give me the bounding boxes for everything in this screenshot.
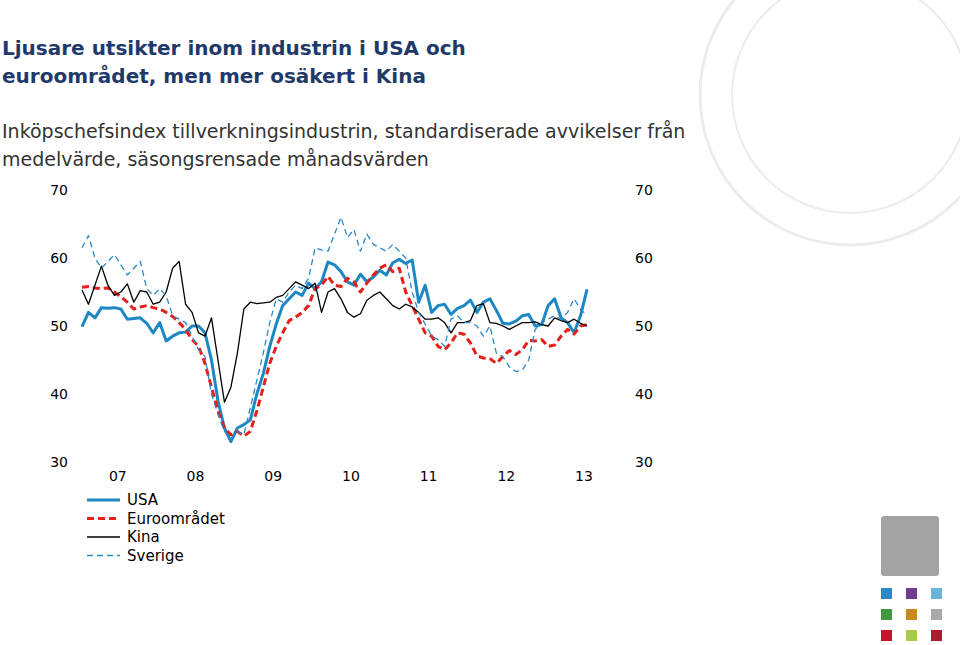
y-tick-label: 50 bbox=[635, 318, 653, 334]
logo-square bbox=[931, 588, 942, 599]
subtitle: Inköpschefsindex tillverkningsindustrin,… bbox=[2, 117, 722, 173]
logo-square bbox=[931, 630, 942, 641]
title: Ljusare utsikter inom industrin i USA oc… bbox=[2, 34, 562, 90]
logo-square bbox=[881, 609, 892, 620]
series-line bbox=[82, 261, 587, 402]
watermark bbox=[700, 0, 960, 245]
y-tick-label: 60 bbox=[50, 250, 68, 266]
legend-label: Kina bbox=[127, 528, 160, 546]
y-tick-label: 70 bbox=[635, 182, 653, 198]
legend-swatch bbox=[87, 536, 120, 537]
watermark bbox=[732, 0, 960, 213]
y-tick-label: 30 bbox=[50, 454, 68, 470]
legend-swatch bbox=[87, 499, 120, 502]
axes: 30 30 40 40 50 50 60 60 70 70 07 08 09 10 11 12 13 bbox=[50, 182, 653, 484]
x-tick-label: 07 bbox=[109, 468, 127, 484]
x-tick-label: 11 bbox=[420, 468, 438, 484]
y-tick-label: 30 bbox=[635, 454, 653, 470]
x-tick-label: 12 bbox=[497, 468, 515, 484]
logo-square bbox=[906, 588, 917, 599]
x-tick-label: 08 bbox=[187, 468, 205, 484]
legend-label: Euroområdet bbox=[127, 510, 225, 528]
y-tick-label: 50 bbox=[50, 318, 68, 334]
y-tick-label: 70 bbox=[50, 182, 68, 198]
y-tick-label: 40 bbox=[635, 386, 653, 402]
logo-square bbox=[881, 630, 892, 641]
legend-label: USA bbox=[127, 491, 159, 509]
x-tick-label: 09 bbox=[264, 468, 282, 484]
legend: USAEuroområdetKinaSverige bbox=[87, 491, 225, 565]
legend-label: Sverige bbox=[127, 547, 184, 565]
series-line bbox=[82, 259, 587, 441]
logo-square bbox=[906, 630, 917, 641]
x-tick-label: 13 bbox=[575, 468, 593, 484]
series-line bbox=[82, 217, 587, 439]
chart: 30 30 40 40 50 50 60 60 70 70 07 08 09 10 11 12 13 USAEur… bbox=[0, 0, 960, 645]
logo bbox=[881, 516, 939, 576]
x-tick-label: 10 bbox=[342, 468, 360, 484]
legend-swatch bbox=[87, 555, 120, 556]
decoration bbox=[700, 0, 960, 641]
y-tick-label: 60 bbox=[635, 250, 653, 266]
logo-square bbox=[881, 588, 892, 599]
y-tick-label: 40 bbox=[50, 386, 68, 402]
plot-area bbox=[82, 217, 587, 441]
legend-swatch bbox=[87, 517, 120, 520]
logo-square bbox=[906, 609, 917, 620]
logo-square bbox=[931, 609, 942, 620]
